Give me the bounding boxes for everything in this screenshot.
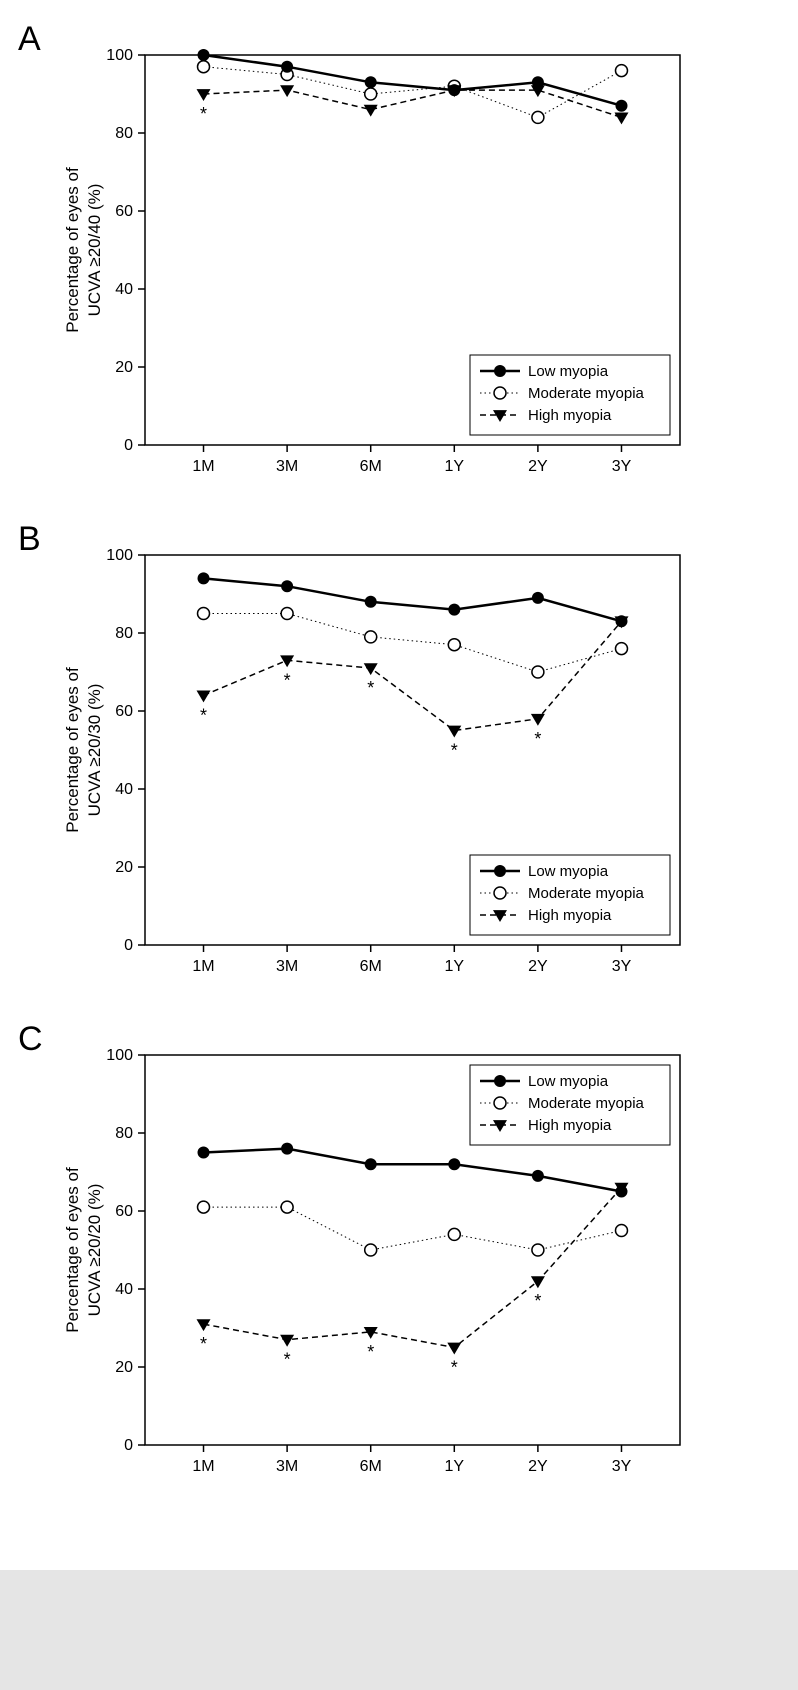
svg-text:1Y: 1Y — [445, 958, 465, 975]
svg-text:Low myopia: Low myopia — [528, 1073, 609, 1090]
svg-text:High myopia: High myopia — [528, 1117, 612, 1134]
svg-text:1Y: 1Y — [445, 458, 465, 475]
svg-text:High myopia: High myopia — [528, 407, 612, 424]
svg-text:6M: 6M — [360, 958, 382, 975]
svg-text:2Y: 2Y — [528, 958, 548, 975]
svg-text:40: 40 — [115, 1281, 133, 1298]
svg-text:Moderate myopia: Moderate myopia — [528, 1095, 645, 1112]
svg-text:High myopia: High myopia — [528, 907, 612, 924]
svg-text:0: 0 — [124, 1437, 133, 1454]
svg-text:40: 40 — [115, 281, 133, 298]
panel-label-C: C — [18, 1020, 43, 1059]
svg-text:20: 20 — [115, 859, 133, 876]
svg-text:*: * — [451, 1358, 458, 1378]
svg-text:2Y: 2Y — [528, 1458, 548, 1475]
svg-text:Percentage of eyes of: Percentage of eyes of — [63, 1167, 82, 1333]
svg-text:20: 20 — [115, 1359, 133, 1376]
svg-text:1Y: 1Y — [445, 1458, 465, 1475]
svg-text:3M: 3M — [276, 458, 298, 475]
svg-text:0: 0 — [124, 437, 133, 454]
svg-text:UCVA ≥20/40 (%): UCVA ≥20/40 (%) — [85, 184, 104, 317]
svg-text:3M: 3M — [276, 958, 298, 975]
svg-text:Moderate myopia: Moderate myopia — [528, 885, 645, 902]
panel-label-B: B — [18, 520, 41, 559]
svg-text:UCVA ≥20/30 (%): UCVA ≥20/30 (%) — [85, 684, 104, 817]
svg-text:UCVA ≥20/20 (%): UCVA ≥20/20 (%) — [85, 1184, 104, 1317]
svg-text:*: * — [200, 104, 207, 124]
svg-text:*: * — [367, 678, 374, 698]
svg-text:*: * — [284, 670, 291, 690]
svg-text:*: * — [367, 1342, 374, 1362]
svg-text:6M: 6M — [360, 458, 382, 475]
svg-text:*: * — [200, 1334, 207, 1354]
svg-text:*: * — [200, 705, 207, 725]
svg-text:1M: 1M — [192, 958, 214, 975]
svg-text:1M: 1M — [192, 458, 214, 475]
svg-text:40: 40 — [115, 781, 133, 798]
svg-text:*: * — [284, 1350, 291, 1370]
svg-text:20: 20 — [115, 359, 133, 376]
panel-B: B 020406080100Percentage of eyes ofUCVA … — [50, 530, 748, 1000]
svg-text:60: 60 — [115, 203, 133, 220]
svg-text:2Y: 2Y — [528, 458, 548, 475]
svg-text:3Y: 3Y — [612, 458, 632, 475]
svg-text:*: * — [534, 1291, 541, 1311]
svg-text:6M: 6M — [360, 1458, 382, 1475]
figure-page: A 020406080100Percentage of eyes ofUCVA … — [0, 0, 798, 1570]
panel-A: A 020406080100Percentage of eyes ofUCVA … — [50, 30, 748, 500]
svg-text:100: 100 — [106, 547, 133, 564]
svg-text:1M: 1M — [192, 1458, 214, 1475]
svg-text:3M: 3M — [276, 1458, 298, 1475]
svg-text:Percentage of eyes of: Percentage of eyes of — [63, 667, 82, 833]
svg-text:*: * — [451, 741, 458, 761]
chart-B: 0 20 40 60 80 100 Percentage of eyes ofUCVA ≥2… — [50, 530, 710, 1000]
svg-text:Low myopia: Low myopia — [528, 863, 609, 880]
svg-text:80: 80 — [115, 625, 133, 642]
chart-A: 0 20 40 60 80 100 Percentage of eyes ofUCVA ≥2… — [50, 30, 710, 500]
svg-text:*: * — [534, 729, 541, 749]
svg-text:80: 80 — [115, 1125, 133, 1142]
svg-text:100: 100 — [106, 47, 133, 64]
svg-text:Moderate myopia: Moderate myopia — [528, 385, 645, 402]
panel-label-A: A — [18, 20, 41, 59]
svg-text:Percentage of eyes of: Percentage of eyes of — [63, 167, 82, 333]
svg-text:60: 60 — [115, 1203, 133, 1220]
svg-text:80: 80 — [115, 125, 133, 142]
svg-text:60: 60 — [115, 703, 133, 720]
svg-text:0: 0 — [124, 937, 133, 954]
panel-C: C 020406080100Percentage of eyes ofUCVA … — [50, 1030, 748, 1500]
svg-text:3Y: 3Y — [612, 1458, 632, 1475]
svg-text:Low myopia: Low myopia — [528, 363, 609, 380]
svg-text:3Y: 3Y — [612, 958, 632, 975]
chart-C: 0 20 40 60 80 100 Percentage of eyes ofUCVA ≥2… — [50, 1030, 710, 1500]
svg-text:100: 100 — [106, 1047, 133, 1064]
